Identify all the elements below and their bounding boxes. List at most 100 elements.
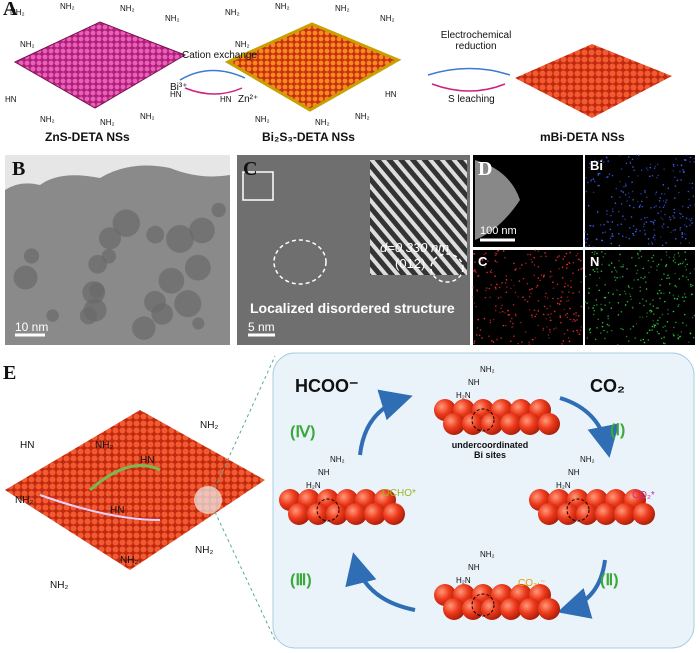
eds-dot — [658, 289, 661, 292]
eds-dot — [665, 199, 668, 201]
eds-dot — [673, 253, 676, 256]
eds-dot — [657, 212, 659, 215]
bi-atom — [481, 598, 503, 620]
vacancy — [471, 408, 495, 432]
eds-dot — [594, 338, 597, 341]
eds-dot — [566, 296, 569, 298]
eds-dot — [674, 185, 677, 187]
eds-dot — [484, 289, 487, 292]
eds-dot — [595, 238, 598, 241]
eds-dot — [577, 331, 579, 333]
eds-dot — [682, 261, 685, 263]
eds-dot — [513, 262, 515, 265]
eds-dot — [637, 175, 639, 177]
particle — [211, 202, 226, 218]
eds-dot — [668, 277, 670, 279]
ion-label: Zn²⁺ — [238, 94, 259, 105]
eds-dot — [488, 287, 491, 290]
eds-dot — [473, 342, 475, 344]
eds-dot — [576, 252, 579, 255]
eds-dot — [598, 172, 601, 175]
eds-dot — [661, 225, 664, 227]
eds-dot — [555, 327, 557, 329]
material-name: ZnS-DETA NSs — [45, 130, 130, 144]
eds-dot — [535, 313, 538, 316]
eds-dot — [647, 259, 650, 262]
eds-dot — [683, 300, 685, 302]
eds-dot — [666, 320, 669, 323]
eds-dot — [677, 295, 680, 298]
eds-dot — [563, 255, 566, 258]
eds-dot — [642, 338, 645, 341]
eds-dot — [617, 314, 620, 316]
ligand-label: NH₂ — [580, 455, 595, 464]
eds-dot — [663, 342, 665, 344]
eds-dot — [660, 278, 663, 281]
eds-dot — [547, 313, 549, 316]
eds-dot — [528, 295, 531, 298]
eds-dot — [650, 311, 652, 314]
eds-dot — [572, 272, 574, 275]
eds-dot — [618, 154, 621, 157]
eds-dot — [558, 255, 560, 257]
eds-dot — [635, 230, 637, 233]
eds-dot — [648, 329, 651, 332]
eds-dot — [624, 304, 627, 306]
eds-dot — [682, 215, 684, 218]
eds-dot — [620, 223, 623, 225]
eds-dot — [553, 328, 555, 330]
bi-atom — [500, 413, 522, 435]
zoom-line — [214, 355, 276, 489]
eds-dot — [686, 263, 688, 266]
eds-dot — [598, 289, 601, 292]
eds-dot — [491, 271, 493, 274]
eds-dot — [655, 191, 658, 194]
eds-dot — [659, 316, 661, 319]
eds-dot — [635, 154, 638, 156]
eds-dot — [496, 283, 498, 286]
eds-dot — [501, 310, 504, 313]
eds-dot — [511, 326, 513, 328]
eds-dot — [631, 306, 634, 309]
eds-dot — [581, 267, 584, 269]
eds-dot — [631, 158, 634, 161]
eds-dot — [672, 169, 675, 172]
eds-dot — [662, 200, 665, 202]
ligand-label: NH₂ — [20, 40, 35, 49]
eds-dot — [531, 288, 533, 290]
eds-dot — [494, 309, 497, 312]
eds-dot — [680, 331, 683, 333]
eds-dot — [592, 191, 595, 194]
eds-dot — [645, 288, 648, 290]
eds-dot — [537, 265, 540, 268]
eds-dot — [674, 261, 677, 264]
bi-atom — [595, 503, 617, 525]
eds-dot — [604, 252, 607, 255]
eds-dot — [693, 157, 696, 160]
eds-dot — [685, 324, 688, 327]
eds-dot — [514, 313, 517, 316]
eds-dot — [662, 326, 665, 328]
scale-bar-label: 100 nm — [480, 225, 517, 237]
eds-dot — [613, 276, 616, 278]
eds-dot — [652, 223, 655, 226]
ligand-label: NH — [468, 378, 480, 387]
eds-dot — [597, 172, 600, 175]
eds-dot — [597, 160, 600, 162]
eds-dot — [546, 297, 549, 299]
eds-dot — [679, 262, 682, 265]
arrow-cation — [179, 69, 246, 81]
eds-dot — [486, 271, 488, 274]
eds-dot — [507, 314, 510, 316]
eds-dot — [677, 263, 680, 266]
eds-dot — [637, 253, 639, 256]
eds-dot — [569, 251, 571, 254]
eds-dot — [684, 233, 686, 235]
eds-dot — [564, 282, 567, 285]
eds-dot — [610, 214, 612, 217]
eds-dot — [620, 190, 623, 192]
eds-dot — [504, 312, 506, 314]
eds-dot — [684, 224, 686, 226]
eds-dot — [684, 251, 686, 253]
eds-dot — [664, 342, 666, 345]
